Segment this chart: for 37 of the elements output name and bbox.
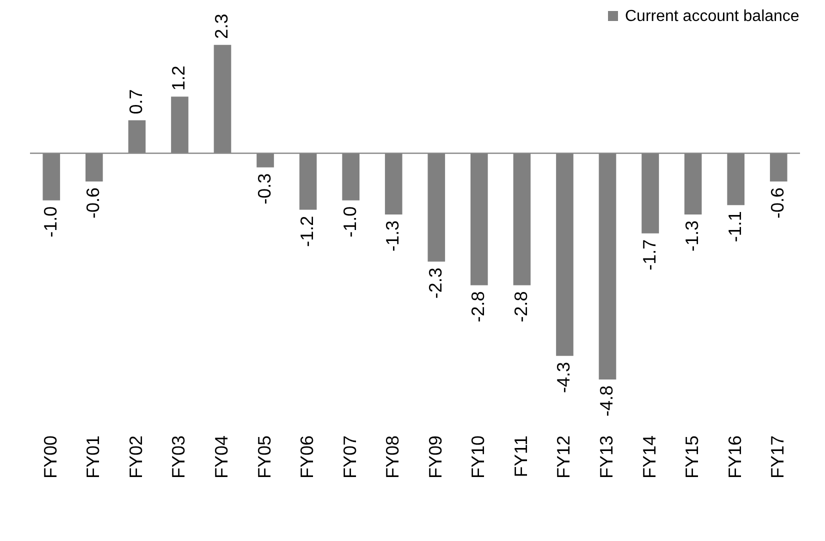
- x-tick-label: FY16: [724, 436, 745, 479]
- x-tick-label: FY08: [382, 436, 403, 479]
- data-label: -0.6: [83, 188, 104, 219]
- data-label: -1.7: [639, 239, 660, 270]
- data-label: -1.2: [297, 216, 318, 247]
- x-tick-label: FY06: [297, 436, 318, 479]
- x-tick-label: FY00: [40, 436, 60, 479]
- x-tick-label: FY03: [168, 436, 189, 479]
- x-tick-label: FY02: [126, 436, 146, 479]
- x-tick-label: FY09: [425, 436, 446, 479]
- x-tick-label: FY12: [554, 436, 574, 479]
- x-tick-label: FY07: [340, 436, 360, 479]
- x-tick-label: FY05: [254, 436, 274, 479]
- x-tick-label: FY01: [83, 436, 104, 479]
- data-label: 2.3: [212, 14, 232, 39]
- data-label: -0.6: [768, 188, 788, 219]
- data-label: -1.3: [382, 220, 403, 252]
- x-tick-label: FY04: [212, 436, 232, 479]
- data-label: 1.2: [168, 66, 189, 91]
- x-tick-label: FY17: [768, 436, 788, 479]
- data-label: -4.8: [596, 385, 616, 417]
- data-label: -1.3: [682, 220, 702, 252]
- legend-label: Current account balance: [625, 8, 800, 25]
- x-tick-label: FY10: [468, 436, 488, 479]
- data-label: 0.7: [126, 89, 146, 114]
- data-label: -1.0: [340, 206, 360, 238]
- data-label: -1.1: [724, 211, 745, 242]
- x-tick-label: FY14: [639, 436, 660, 479]
- data-label: -0.3: [254, 173, 274, 204]
- data-label: -2.3: [425, 268, 446, 299]
- data-label: -2.8: [510, 291, 531, 322]
- x-tick-label: FY15: [682, 436, 702, 479]
- x-tick-label: FY11: [510, 436, 531, 478]
- data-label: -1.0: [40, 206, 60, 238]
- x-tick-label: FY13: [596, 436, 616, 479]
- data-label: -2.8: [468, 291, 488, 322]
- data-label: -4.3: [554, 362, 574, 393]
